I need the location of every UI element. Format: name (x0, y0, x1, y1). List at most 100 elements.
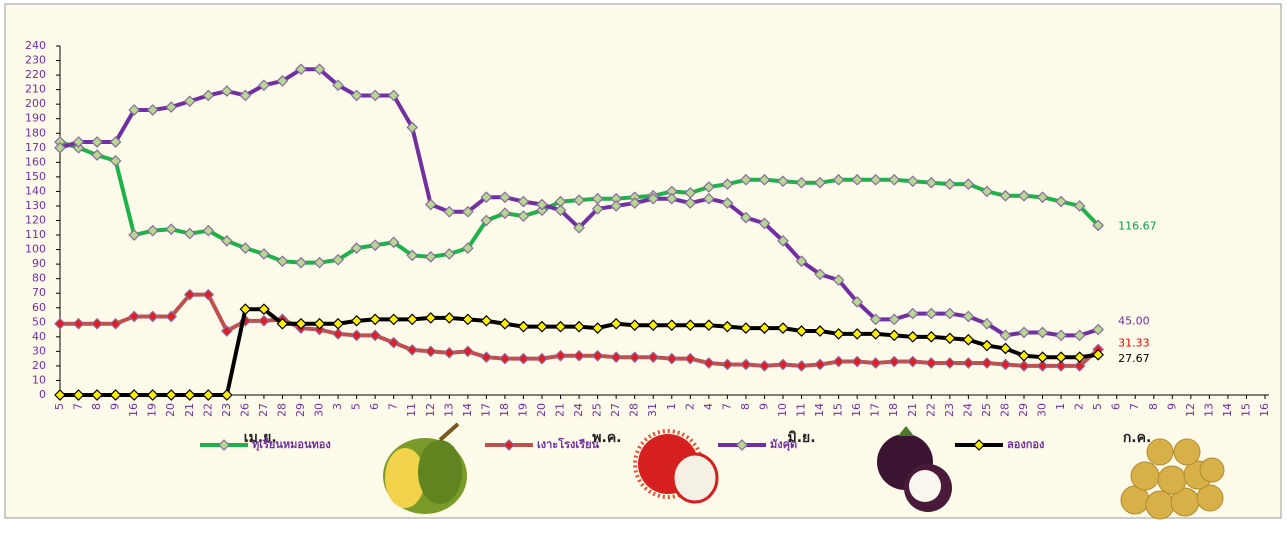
point-marker (814, 325, 826, 337)
point-marker (999, 358, 1012, 371)
x-tick-label: 20 (535, 403, 548, 417)
y-tick-label: 210 (25, 83, 46, 96)
x-tick-label: 11 (405, 403, 418, 417)
point-marker (536, 352, 548, 365)
point-marker (832, 328, 845, 340)
x-tick-label: 25 (591, 403, 604, 417)
point-marker (1055, 351, 1067, 364)
mangosteen-image (877, 426, 952, 512)
point-marker (1036, 351, 1049, 364)
point-marker (461, 345, 474, 358)
point-marker (332, 79, 344, 92)
point-marker (424, 251, 437, 263)
point-marker (165, 223, 178, 236)
y-tick-label: 160 (25, 155, 46, 168)
point-marker (591, 203, 604, 215)
point-marker (350, 314, 363, 327)
point-marker (684, 319, 697, 332)
point-marker (832, 355, 845, 368)
point-marker (146, 389, 159, 401)
point-marker (258, 248, 270, 260)
x-tick-label: 23 (943, 403, 956, 417)
data-label: 116.67 (1118, 219, 1157, 232)
point-marker (128, 310, 141, 323)
x-tick-label: 4 (702, 403, 715, 410)
point-marker (962, 310, 975, 323)
point-marker (795, 360, 808, 372)
point-marker (962, 357, 975, 369)
point-marker (369, 329, 382, 342)
point-marker (981, 339, 993, 352)
point-marker (443, 312, 456, 324)
point-marker (536, 198, 548, 211)
point-marker (387, 236, 400, 249)
point-marker (925, 307, 938, 320)
point-marker (795, 325, 808, 337)
point-marker (350, 242, 363, 254)
x-tick-label: 16 (127, 403, 140, 417)
y-tick-label: 80 (32, 272, 46, 285)
point-marker (424, 345, 437, 358)
point-marker (1073, 200, 1086, 212)
x-tick-label: 28 (628, 403, 641, 417)
point-marker (183, 288, 196, 301)
x-tick-label: 14 (461, 403, 474, 417)
point-marker (109, 136, 122, 148)
series: 31.33 (54, 288, 1150, 372)
point-marker (295, 63, 307, 76)
x-tick-label: 23 (220, 403, 233, 417)
point-marker (499, 352, 511, 365)
point-marker (91, 389, 103, 401)
point-marker (480, 191, 493, 204)
point-marker (128, 104, 141, 116)
series: 45.00 (54, 63, 1150, 342)
point-marker (128, 229, 141, 241)
point-marker (461, 242, 474, 254)
rambutan-image (633, 429, 719, 504)
point-marker (276, 255, 289, 268)
point-marker (702, 181, 715, 193)
point-marker (925, 330, 938, 343)
point-marker (777, 322, 789, 334)
point-marker (758, 217, 771, 230)
point-marker (480, 314, 493, 327)
longan-image (1120, 438, 1225, 520)
point-marker (332, 317, 344, 330)
x-tick-label: 24 (961, 403, 974, 417)
point-marker (554, 320, 567, 333)
x-tick-label: 20 (164, 403, 177, 417)
point-marker (1092, 219, 1104, 232)
point-marker (702, 357, 715, 369)
point-marker (128, 389, 141, 401)
point-marker (869, 313, 882, 326)
point-marker (610, 317, 623, 330)
point-marker (109, 389, 122, 401)
y-tick-label: 190 (25, 112, 46, 125)
point-marker (906, 307, 919, 320)
point-marker (202, 224, 215, 237)
point-marker (109, 317, 122, 330)
y-tick-label: 120 (25, 214, 46, 227)
point-marker (1055, 195, 1067, 208)
y-tick-label: 130 (25, 199, 46, 212)
point-marker (758, 322, 771, 334)
point-marker (906, 355, 919, 368)
point-marker (220, 389, 233, 401)
x-tick-label: 8 (1147, 403, 1160, 410)
point-marker (740, 173, 752, 186)
point-marker (665, 192, 678, 205)
legend-marker (503, 439, 515, 451)
point-marker (1055, 360, 1067, 372)
x-tick-label: 19 (516, 403, 529, 417)
point-marker (406, 344, 419, 356)
point-marker (591, 349, 604, 362)
x-tick-label: 2 (683, 403, 696, 410)
legend-label: เงาะโรงเรียน (537, 437, 600, 451)
point-marker (332, 328, 344, 340)
point-marker (573, 221, 585, 234)
point-marker (554, 204, 567, 217)
point-marker (573, 194, 585, 206)
point-marker (832, 274, 845, 286)
point-marker (91, 136, 103, 148)
